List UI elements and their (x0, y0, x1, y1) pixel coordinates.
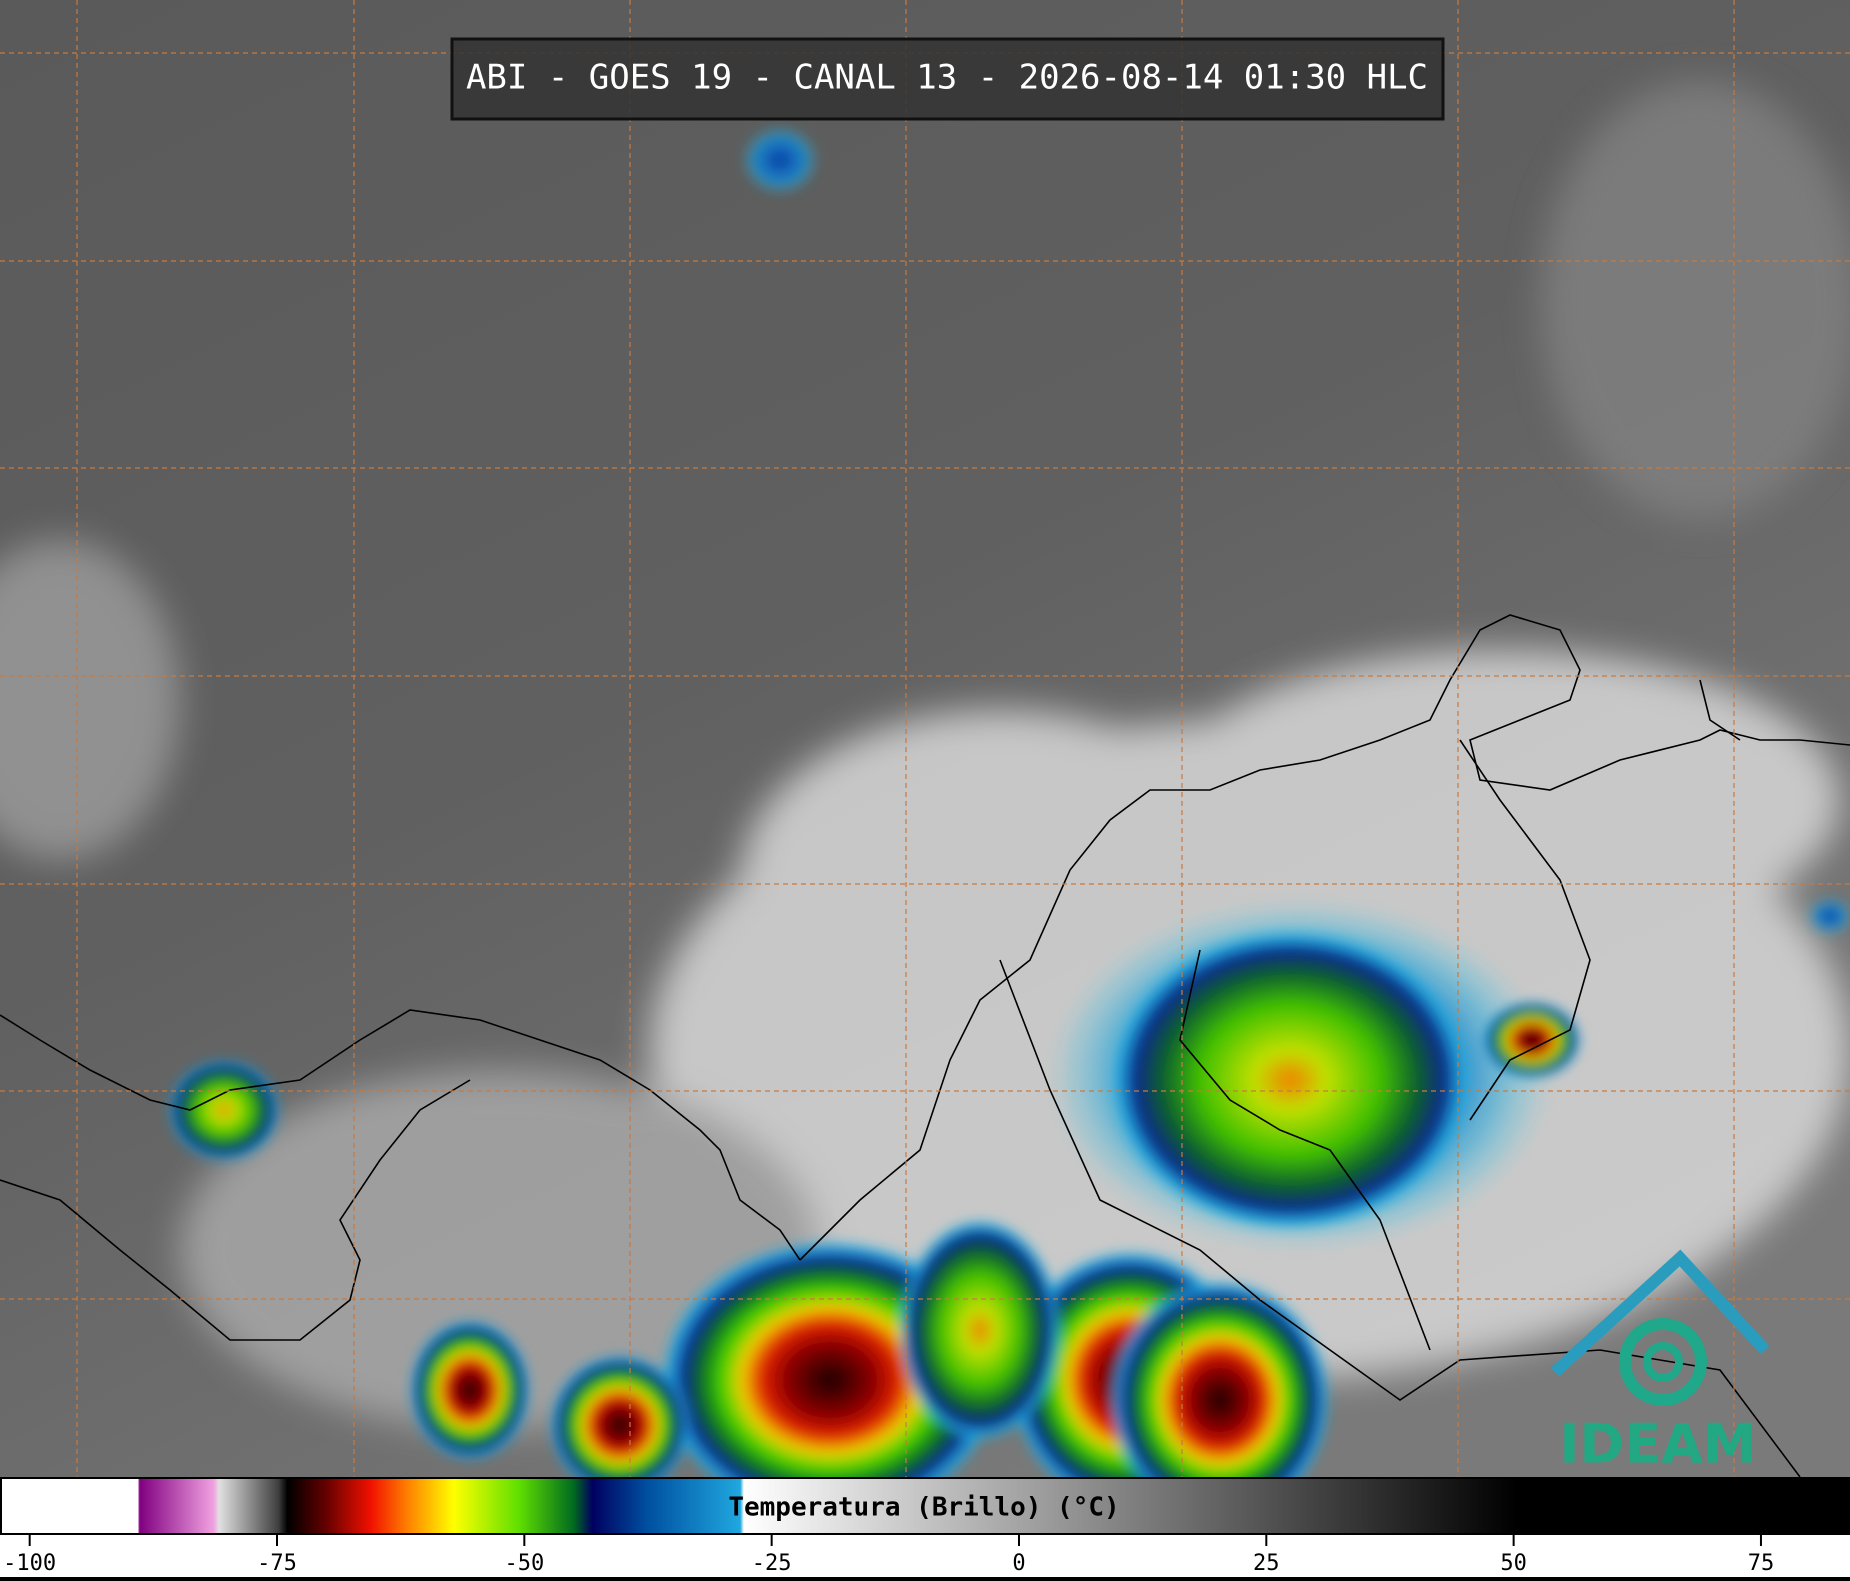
colorbar-tick-label: 50 (1500, 1551, 1527, 1576)
logo: IDEAM (1550, 1249, 1770, 1476)
satellite-image (0, 0, 1850, 1520)
graticule (0, 0, 1850, 1477)
colorbar-tick-label: 25 (1253, 1551, 1280, 1576)
colorbar-tick-label: 75 (1748, 1551, 1775, 1576)
title-box: ABI - GOES 19 - CANAL 13 - 2026-08-14 01… (450, 37, 1445, 121)
logo-text: IDEAM (1559, 1413, 1756, 1476)
colorbar-tick-label: -100 (3, 1551, 56, 1576)
colorbar-tick-label: -50 (504, 1551, 544, 1576)
title: ABI - GOES 19 - CANAL 13 - 2026-08-14 01… (466, 58, 1428, 98)
colorbar: Temperatura (Brillo) (°C) -100 -75 -50 -25 0… (0, 1477, 1850, 1577)
colorbar-tick-label: -75 (257, 1551, 297, 1576)
colorbar-tick-label: 0 (1012, 1551, 1025, 1576)
colorbar-tick-label: -25 (752, 1551, 792, 1576)
colorbar-label: Temperatura (Brillo) (°C) (728, 1493, 1119, 1523)
